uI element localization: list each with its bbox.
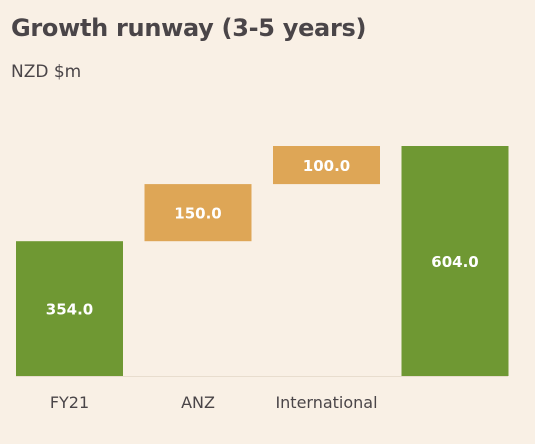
x-tick-labels-group: FY21 ANZ International (50, 393, 378, 412)
bar-fy21 (16, 241, 123, 376)
bar-data-label: 604.0 (431, 253, 478, 271)
chart-subtitle: NZD $m (11, 62, 82, 82)
bar-anz (144, 184, 252, 242)
chart-title: Growth runway (3-5 years) (11, 14, 367, 42)
x-tick-label: FY21 (50, 393, 89, 412)
x-tick-label: International (275, 393, 377, 412)
x-tick-label: ANZ (181, 393, 215, 412)
bar-labels-group: 354.0 150.0 100.0 604.0 (46, 157, 479, 319)
bar-data-label: 100.0 (303, 157, 350, 175)
bar-data-label: 150.0 (174, 205, 221, 223)
bar-data-label: 354.0 (46, 301, 93, 319)
bar-international (273, 146, 380, 185)
bar-total (401, 146, 509, 376)
bars-group (16, 146, 509, 376)
